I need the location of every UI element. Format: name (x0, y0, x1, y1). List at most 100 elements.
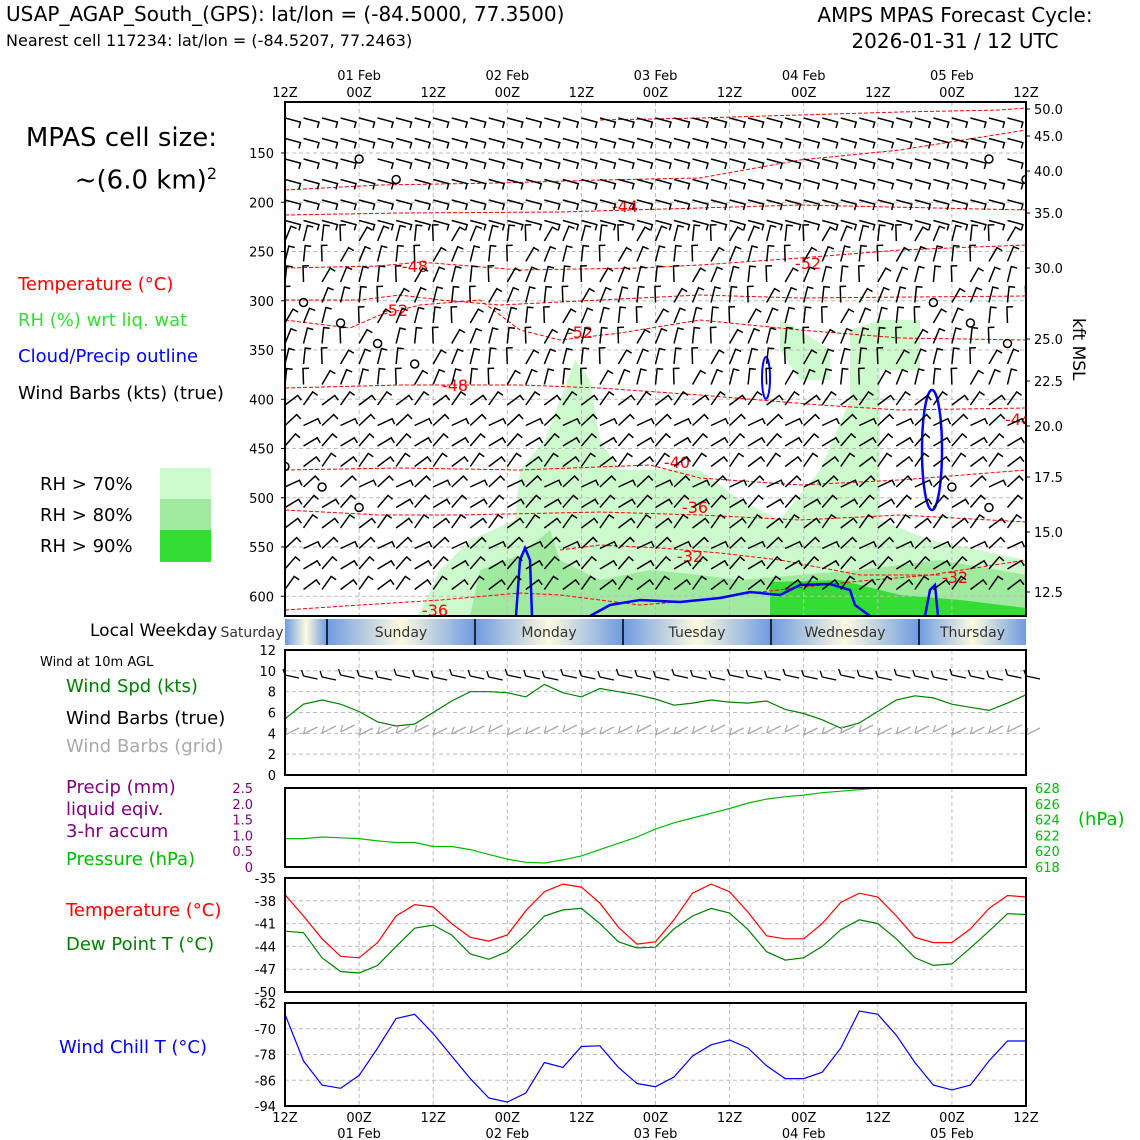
wind-barb (1006, 245, 1020, 262)
wind-barb (858, 390, 874, 406)
wind-barb (895, 266, 909, 283)
wind-barb (747, 137, 765, 149)
wind-barb (562, 578, 580, 591)
wind-barb (822, 137, 839, 149)
wind-barb-grid (766, 725, 781, 734)
wind-barb (784, 326, 793, 344)
wind-barb (729, 432, 746, 447)
wind-barb (710, 540, 729, 550)
wind-barb (1007, 578, 1025, 591)
wind-barb (488, 578, 506, 591)
wind-barb (783, 244, 791, 262)
wind-barb (858, 417, 877, 427)
wind-barb (691, 555, 708, 570)
wind-barb (895, 455, 914, 468)
wind-barb (636, 348, 649, 365)
wind-barb (896, 158, 913, 170)
wind-barb (822, 178, 839, 190)
wind-barb (766, 178, 784, 190)
wind-barb (451, 436, 470, 447)
wind-barb (525, 436, 544, 447)
wind-barb (285, 498, 303, 509)
wind-barb (951, 224, 962, 242)
wind-barb (524, 224, 532, 242)
wind-barb (766, 199, 784, 211)
wind-barb (617, 555, 634, 570)
wind-barb (710, 417, 729, 427)
wind-barb (581, 117, 598, 129)
wind-barb (933, 158, 950, 170)
panel-tick-label: -44 (255, 940, 276, 955)
wind-barb (673, 513, 689, 529)
wind-barb (673, 224, 684, 242)
wind-barb (877, 536, 895, 550)
wind-barb (376, 285, 384, 303)
wind-barb (636, 475, 654, 488)
panel-tick-label: -35 (255, 872, 276, 887)
wind-barb (747, 327, 760, 344)
wind-barb (377, 199, 395, 211)
wind-barb (395, 452, 411, 467)
wind-barb (951, 178, 969, 190)
wind-barb (914, 432, 931, 447)
wind-barb-grid (488, 724, 504, 733)
wind-barb (655, 394, 673, 406)
precip-tick-label: 0 (245, 861, 253, 876)
wind-barb (673, 475, 691, 488)
wind-barb (765, 347, 775, 365)
wind-barb (692, 498, 711, 509)
wind-barb (581, 137, 598, 149)
wind-barb (987, 326, 995, 344)
wind-barb (692, 158, 709, 170)
wind-barb (302, 244, 312, 262)
wind-barb (914, 555, 931, 570)
wind-barb (784, 455, 803, 468)
wind-barb (358, 265, 369, 283)
wind-barb (285, 555, 301, 570)
wind-barb-calm (285, 461, 290, 472)
wind-barb (303, 436, 321, 447)
panel-tick-label: -78 (255, 1049, 276, 1064)
wind-barb (821, 455, 840, 468)
top-hour-label: 12Z (272, 86, 298, 101)
wind-barb (413, 326, 423, 344)
wind-barb (840, 517, 858, 529)
wind-barb (729, 394, 747, 406)
wind-barb (358, 328, 373, 344)
precip-tick-label: 2.0 (232, 798, 253, 813)
wind-barb (395, 394, 414, 406)
wind-barb (581, 158, 598, 170)
wind-barb (599, 578, 617, 591)
wind-barb (581, 178, 598, 190)
wind-barb-true (782, 668, 800, 679)
pressure-tick-label: 500 (249, 492, 274, 507)
weekday-band (327, 619, 475, 645)
wind-barb-true (634, 669, 652, 680)
pressure-tick-label: 550 (249, 541, 274, 556)
wind-barb (488, 158, 506, 170)
wind-barb (432, 413, 450, 427)
wind-barb (803, 137, 821, 149)
wind-barb-grid (543, 725, 559, 734)
wind-barb (469, 517, 488, 529)
wind-barb-grid (1025, 727, 1041, 736)
wind-barb (599, 494, 616, 508)
wind-barb (895, 246, 910, 262)
wind-barb (636, 178, 654, 190)
wind-barb (673, 244, 682, 262)
wind-barb (895, 349, 910, 365)
wind-barb (433, 137, 450, 149)
wind-barb (988, 479, 1007, 488)
wind-barb (1006, 513, 1023, 529)
pressure-tick-label: 620 (1035, 845, 1060, 860)
wind-barb (302, 367, 310, 385)
wind-barb (506, 498, 525, 509)
top-hour-label: 12Z (717, 86, 743, 101)
wind-barb (505, 244, 513, 262)
wind-barb (1007, 178, 1024, 190)
wind-barb (932, 455, 951, 468)
wind-barb (303, 178, 320, 190)
wind-barb (285, 285, 291, 303)
wind-barb (618, 479, 637, 488)
wind-barb (432, 575, 448, 590)
